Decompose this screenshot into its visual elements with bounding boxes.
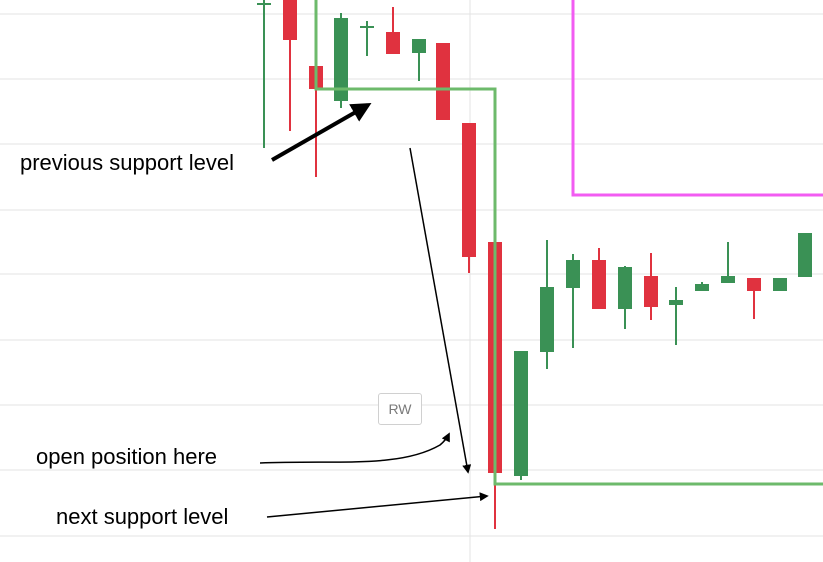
annotation-open-position: open position here (36, 444, 218, 469)
candle-body-down (747, 278, 761, 291)
candle-body-down (283, 0, 297, 40)
candle-body-down (592, 260, 606, 309)
candle-body-up (514, 351, 528, 476)
rw-watermark-badge: RW (378, 393, 422, 425)
resistance-zone-outline (571, 0, 823, 197)
candle-body-up (257, 3, 271, 5)
candle-body-up (334, 18, 348, 101)
open-position-arrow (259, 432, 450, 464)
candle-body-down (436, 43, 450, 120)
annotation-arrows (259, 103, 489, 518)
diagonal-arrow (409, 147, 472, 474)
candle-body-up (360, 26, 374, 28)
candle-body-up (721, 276, 735, 283)
candles-group (257, 0, 812, 529)
candle-body-down (386, 32, 400, 54)
candle-body-up (773, 278, 787, 291)
candle-body-up (798, 233, 812, 277)
candle-body-up (566, 260, 580, 288)
candle-body-up (695, 284, 709, 291)
next-support-arrow (266, 492, 489, 518)
candle-body-down (644, 276, 658, 307)
support-levels (314, 0, 823, 486)
annotation-next-support: next support level (56, 504, 229, 529)
previous-support-level-line (314, 0, 823, 486)
annotation-previous-support: previous support level (20, 150, 235, 175)
candle-body-up (540, 287, 554, 352)
candle-body-up (618, 267, 632, 309)
candle-body-up (412, 39, 426, 53)
candle-body-up (669, 300, 683, 305)
candle-body-down (462, 123, 476, 257)
previous-support-arrow (271, 103, 372, 162)
